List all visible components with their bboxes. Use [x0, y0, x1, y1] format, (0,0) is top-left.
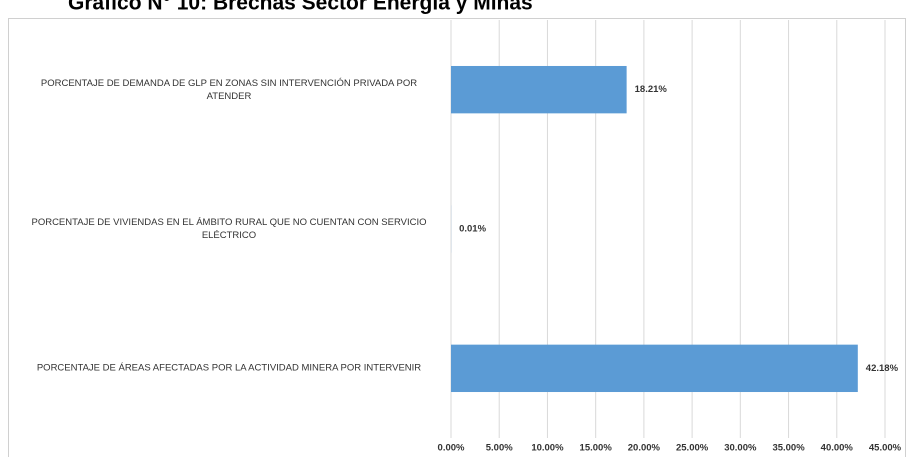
x-tick-label: 15.00%	[580, 443, 613, 454]
x-tick-label: 25.00%	[676, 443, 709, 454]
category-label: PORCENTAJE DE ÁREAS AFECTADAS POR LA ACT…	[36, 362, 422, 374]
x-tick-label: 0.00%	[438, 443, 465, 454]
category-label: PORCENTAJE DE DEMANDA DE GLP EN ZONAS SI…	[40, 77, 418, 102]
value-label: 18.21%	[635, 84, 668, 95]
value-label: 0.01%	[459, 224, 486, 235]
x-tick-label: 30.00%	[724, 443, 757, 454]
x-tick-label: 10.00%	[531, 443, 564, 454]
category-label: PORCENTAJE DE VIVIENDAS EN EL ÁMBITO RUR…	[31, 217, 427, 241]
bar	[451, 65, 627, 114]
x-tick-label: 40.00%	[821, 443, 854, 454]
chart-title: Gráfico N° 10: Brechas Sector Energía y …	[68, 0, 533, 15]
x-tick-label: 45.00%	[869, 443, 902, 454]
x-tick-label: 5.00%	[486, 443, 513, 454]
chart-frame	[8, 18, 906, 457]
bar	[451, 344, 858, 393]
x-tick-label: 20.00%	[628, 443, 661, 454]
x-tick-label: 35.00%	[772, 443, 805, 454]
value-label: 42.18%	[866, 363, 899, 374]
